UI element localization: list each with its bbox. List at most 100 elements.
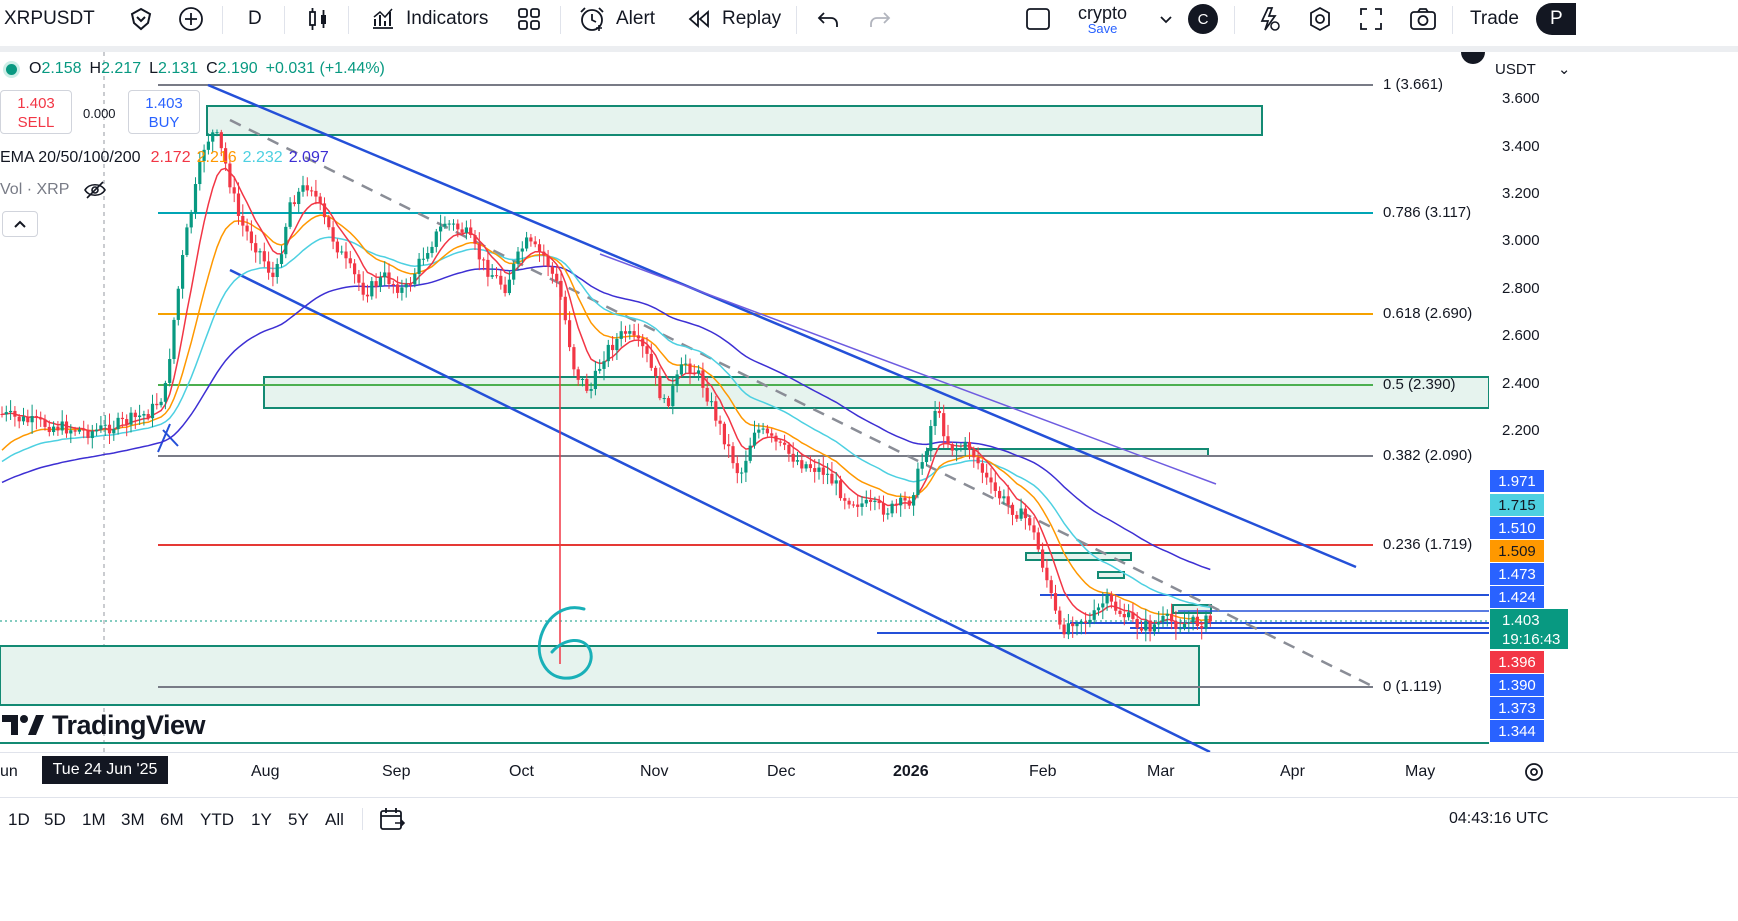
- indicators-button[interactable]: Indicators: [370, 0, 488, 38]
- buy-button[interactable]: 1.403 BUY: [128, 90, 200, 134]
- avatar[interactable]: C: [1188, 0, 1218, 38]
- range-5y[interactable]: 5Y: [288, 810, 309, 829]
- alert-button[interactable]: Alert: [578, 0, 655, 38]
- legend-collapse-button[interactable]: [2, 211, 38, 237]
- undo-icon[interactable]: [816, 0, 840, 38]
- candle-body: [365, 294, 370, 297]
- candle-body: [636, 335, 640, 339]
- change-value: +0.031 (+1.44%): [265, 60, 385, 77]
- candle-body: [107, 424, 112, 434]
- candle-body: [374, 281, 378, 287]
- candle-body: [451, 223, 456, 225]
- candle-body: [1148, 620, 1152, 632]
- volume-legend-row[interactable]: Vol · XRP: [0, 179, 107, 201]
- range-all[interactable]: All: [325, 810, 344, 829]
- candle-body: [189, 212, 193, 228]
- publish-button[interactable]: P: [1536, 0, 1576, 38]
- range-1y[interactable]: 1Y: [251, 810, 272, 829]
- candle-body: [903, 497, 907, 501]
- time-axis[interactable]: un Tue 24 Jun '25 Aug Sep Oct Nov Dec 20…: [0, 752, 1738, 788]
- price-chart-pane[interactable]: 6: [0, 52, 1489, 752]
- candle-body: [533, 241, 537, 245]
- range-ytd[interactable]: YTD: [200, 810, 234, 829]
- trade-button[interactable]: Trade: [1470, 8, 1519, 29]
- redo-icon[interactable]: [868, 0, 892, 38]
- candle-body: [1036, 532, 1040, 550]
- alert-clock-icon: [580, 7, 604, 31]
- candle-body: [795, 460, 800, 462]
- candle-body: [327, 217, 331, 228]
- currency-selector[interactable]: USDT ⌄: [1495, 61, 1571, 78]
- interval-button[interactable]: D: [248, 8, 262, 29]
- candle-body: [155, 403, 159, 406]
- utc-clock[interactable]: 04:43:16 UTC: [1449, 810, 1549, 827]
- open-key: O: [29, 60, 42, 77]
- quick-search-icon[interactable]: [1254, 0, 1282, 38]
- replay-button[interactable]: Replay: [686, 0, 781, 38]
- settings-gear-icon[interactable]: [1306, 0, 1334, 38]
- ohlc-row: O 2.158 H 2.217 L 2.131 C 2.190 +0.031 (+1.4…: [0, 58, 393, 80]
- layout-chevron-down-icon[interactable]: [1158, 0, 1174, 38]
- ema-legend-row[interactable]: EMA 20/50/100/200 2.172 2.216 2.232 2.09…: [0, 147, 335, 169]
- candle-body: [727, 444, 731, 447]
- goto-date-calendar-icon[interactable]: [378, 806, 406, 832]
- price-tick: 3.400: [1502, 138, 1540, 155]
- candle-body: [602, 361, 606, 369]
- compare-icon[interactable]: [128, 0, 154, 38]
- candle-body: [546, 255, 550, 267]
- snapshot-camera-icon[interactable]: [1408, 0, 1438, 38]
- zone-mar: [1172, 604, 1212, 614]
- candle-body: [26, 416, 30, 423]
- symbol-search[interactable]: XRPUSDT: [4, 0, 95, 38]
- top-toolbar: XRPUSDT D Indicators Alert Replay crypto: [0, 0, 1738, 46]
- range-1m[interactable]: 1M: [82, 810, 106, 829]
- layout-name-button[interactable]: crypto Save: [1078, 0, 1127, 40]
- candle-body: [1191, 616, 1195, 623]
- price-scale[interactable]: USDT ⌄ 3.600 3.400 3.200 3.000 2.800 2.60…: [1489, 52, 1738, 752]
- candle-body: [434, 231, 438, 247]
- candle-body: [460, 229, 464, 233]
- price-tag-1510: 1.510: [1490, 517, 1544, 539]
- buy-price: 1.403: [145, 95, 183, 112]
- hidden-eye-icon[interactable]: [83, 180, 107, 200]
- fullscreen-icon[interactable]: [1358, 0, 1384, 38]
- candle-body: [512, 263, 516, 280]
- price-tick: 3.600: [1502, 90, 1540, 107]
- tradingview-logo-icon: [2, 715, 44, 735]
- candle-body: [0, 414, 4, 415]
- range-6m[interactable]: 6M: [160, 810, 184, 829]
- candle-body: [1002, 496, 1006, 499]
- candle-body: [800, 460, 804, 469]
- templates-icon[interactable]: [516, 0, 542, 38]
- candle-body: [1023, 508, 1027, 519]
- range-5d[interactable]: 5D: [44, 810, 66, 829]
- bottom-toolbar: 1D 5D 1M 3M 6M YTD 1Y 5Y All 04:43:16 UT…: [0, 797, 1738, 837]
- range-1d[interactable]: 1D: [8, 810, 30, 829]
- candle-body: [344, 251, 348, 259]
- candle-body: [830, 473, 834, 484]
- axis-settings-gear-icon[interactable]: [1523, 761, 1545, 783]
- fib-label-0382: 0.382 (2.090): [1383, 447, 1473, 464]
- fib-label-0: 0 (1.119): [1383, 678, 1442, 695]
- low-value: 2.131: [158, 60, 199, 77]
- layout-select-icon[interactable]: [1024, 0, 1052, 38]
- candles-icon[interactable]: [306, 0, 330, 38]
- add-symbol-icon[interactable]: [178, 0, 204, 38]
- candle-body: [1096, 607, 1101, 611]
- candle-body: [95, 429, 99, 432]
- price-tag-1509: 1.509: [1490, 540, 1544, 562]
- tradingview-logo[interactable]: TradingView: [0, 708, 206, 742]
- channel-lower-line: [229, 268, 1211, 752]
- candle-body: [886, 513, 890, 515]
- candle-body: [13, 410, 17, 417]
- sell-button[interactable]: 1.403 SELL: [0, 90, 72, 134]
- candle-body: [464, 227, 468, 233]
- candle-body: [1010, 504, 1015, 515]
- candle-body: [340, 251, 344, 253]
- candle-body: [1118, 610, 1122, 615]
- candle-body: [843, 498, 847, 501]
- range-3m[interactable]: 3M: [121, 810, 145, 829]
- price-tag-1390: 1.390: [1490, 674, 1544, 696]
- pane-plus-icon[interactable]: [1461, 52, 1485, 64]
- candle-body: [353, 263, 357, 275]
